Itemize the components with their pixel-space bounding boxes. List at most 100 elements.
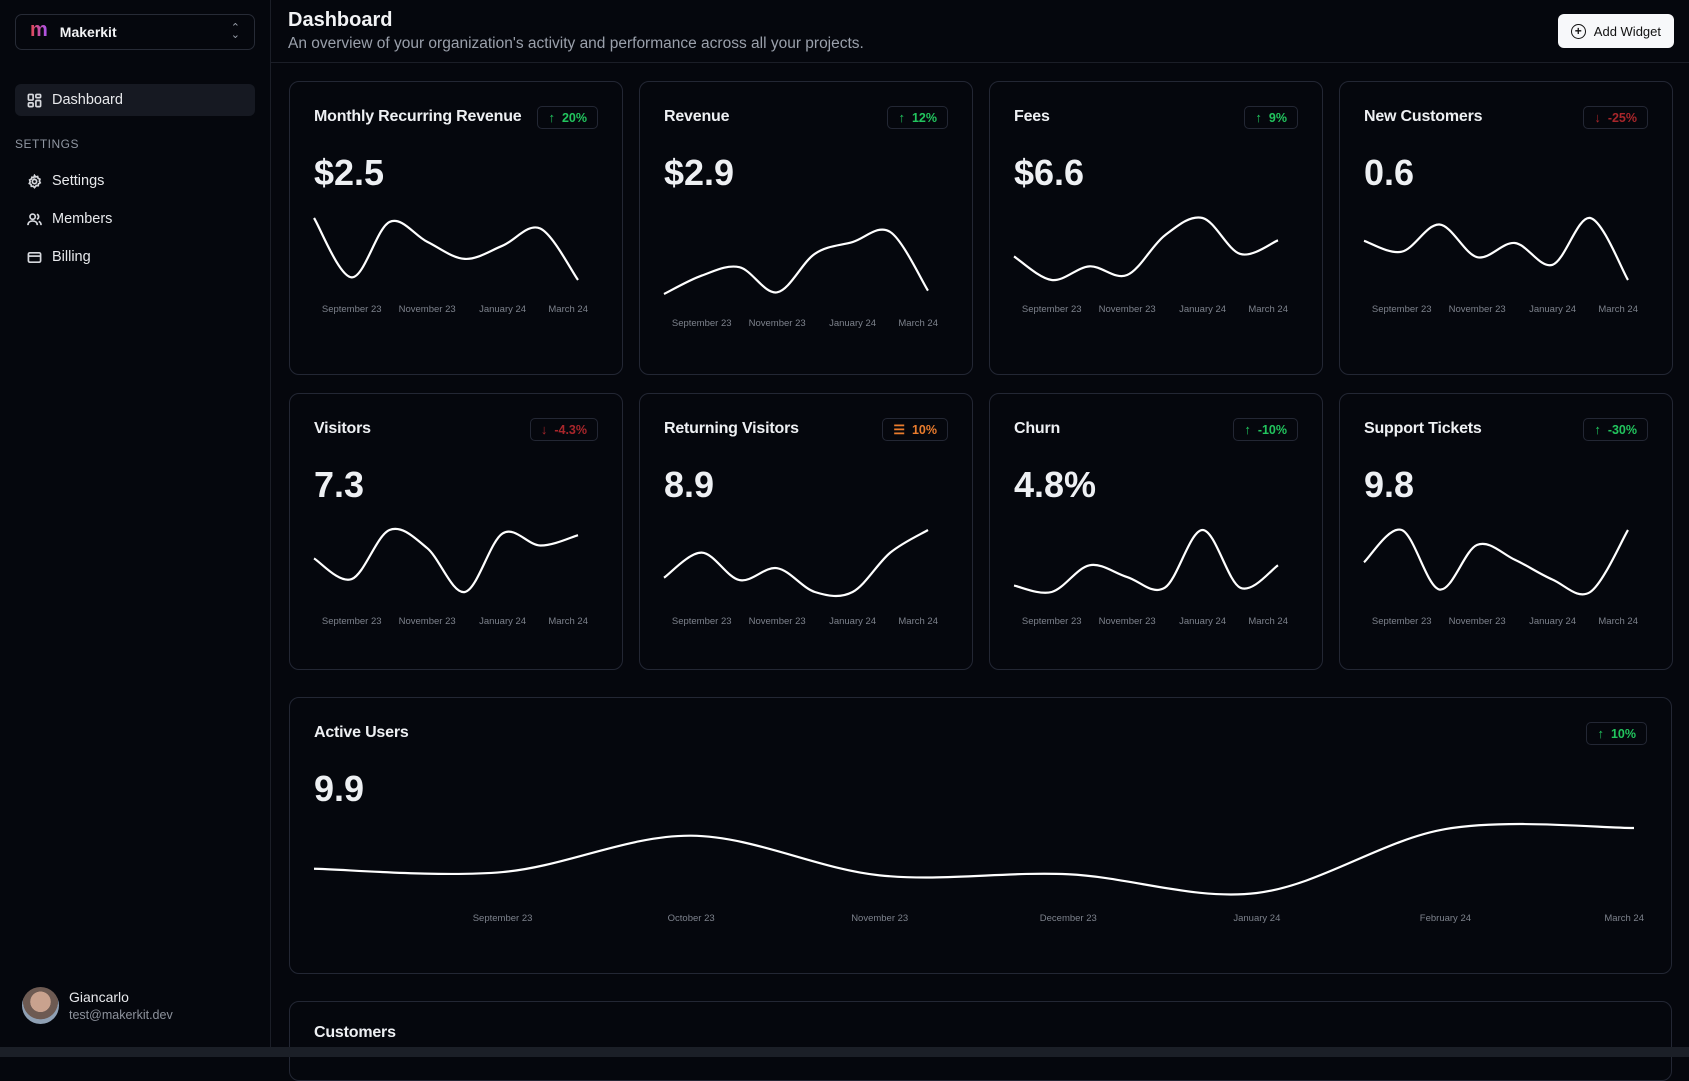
x-tick-label: September 23 bbox=[473, 913, 533, 924]
sparkline-chart: September 23 November 23 January 24 March 2… bbox=[313, 217, 588, 315]
x-tick-label: March 24 bbox=[548, 616, 588, 627]
x-tick-label: January 24 bbox=[829, 616, 876, 627]
x-tick-label: November 23 bbox=[399, 616, 456, 627]
arrow-up-icon: ↑ bbox=[1244, 422, 1251, 437]
card-title: Monthly Recurring Revenue bbox=[314, 108, 522, 125]
arrow-up-icon: ↑ bbox=[548, 110, 555, 125]
metric-card: New Customers ↓ -25% 0.6 September 23 Nove… bbox=[1339, 81, 1673, 375]
team-switcher[interactable]: m Makerkit ⌃ ⌄ bbox=[15, 14, 255, 50]
trend-badge: ↑ 10% bbox=[1586, 722, 1647, 745]
arrow-up-icon: ↑ bbox=[1597, 726, 1604, 741]
gear-icon bbox=[28, 173, 42, 189]
series-line bbox=[1363, 528, 1629, 596]
sidebar-item-label: Settings bbox=[52, 173, 105, 189]
x-tick-label: March 24 bbox=[1248, 304, 1288, 315]
card-title: Fees bbox=[1014, 108, 1050, 125]
page-subtitle: An overview of your organization's activ… bbox=[288, 35, 864, 52]
metric-card: Visitors ↓ -4.3% 7.3 September 23 November… bbox=[289, 393, 623, 670]
trend-value: -10% bbox=[1257, 422, 1287, 437]
x-tick-label: March 24 bbox=[898, 318, 938, 329]
sidebar-item-label: Members bbox=[52, 211, 113, 227]
series-line bbox=[1013, 216, 1279, 282]
x-tick-label: January 24 bbox=[829, 318, 876, 329]
metric-card: Churn ↑ -10% 4.8% September 23 November 23… bbox=[989, 393, 1323, 670]
x-tick-label: September 23 bbox=[322, 616, 382, 627]
bottom-bar bbox=[0, 1047, 1689, 1057]
card-value: 9.8 bbox=[1364, 464, 1415, 505]
credit-card-icon bbox=[27, 251, 42, 263]
sidebar-item-billing[interactable]: Billing bbox=[15, 241, 255, 273]
arrow-up-icon: ↑ bbox=[1255, 110, 1262, 125]
x-tick-label: March 24 bbox=[898, 616, 938, 627]
series-line bbox=[1013, 528, 1279, 594]
card-title: New Customers bbox=[1364, 108, 1483, 125]
card-value: 7.3 bbox=[314, 464, 365, 505]
card-value: $2.9 bbox=[664, 152, 735, 193]
avatar bbox=[22, 987, 59, 1024]
x-tick-label: January 24 bbox=[479, 304, 526, 315]
sparkline-chart: September 23 November 23 January 24 March 2… bbox=[663, 228, 938, 329]
sidebar-item-label: Dashboard bbox=[52, 92, 123, 108]
sparkline-chart: September 23 November 23 January 24 March 2… bbox=[1363, 216, 1638, 315]
x-tick-label: January 24 bbox=[1179, 304, 1226, 315]
card-title: Returning Visitors bbox=[664, 420, 799, 437]
series-line bbox=[663, 228, 929, 295]
add-widget-label: Add Widget bbox=[1593, 23, 1661, 39]
x-tick-label: September 23 bbox=[1372, 304, 1432, 315]
sidebar-item-label: Billing bbox=[52, 249, 91, 265]
x-tick-label: January 24 bbox=[1233, 913, 1280, 924]
active-users-chart: September 23 October 23 November 23 Decembe… bbox=[313, 822, 1644, 924]
add-widget-button[interactable]: + Add Widget bbox=[1557, 14, 1674, 48]
x-tick-label: September 23 bbox=[322, 304, 382, 315]
trend-badge: ↑ 20% bbox=[537, 106, 598, 129]
trend-value: 20% bbox=[561, 110, 587, 125]
x-tick-label: November 23 bbox=[1449, 616, 1506, 627]
user-name: Giancarlo bbox=[69, 989, 129, 1005]
active-users-card: Active Users ↑ 10% 9.9 September 23 Octobe… bbox=[289, 697, 1672, 974]
users-icon bbox=[27, 212, 42, 225]
arrow-down-icon: ↓ bbox=[540, 422, 548, 437]
x-tick-label: March 24 bbox=[1248, 616, 1288, 627]
card-value: 0.6 bbox=[1364, 152, 1415, 193]
x-tick-label: February 24 bbox=[1420, 913, 1471, 924]
x-tick-label: September 23 bbox=[1372, 616, 1432, 627]
sparkline-chart: September 23 November 23 January 24 March 2… bbox=[1013, 528, 1288, 627]
trend-badge: ↑ 12% bbox=[887, 106, 948, 129]
sidebar-item-members[interactable]: Members bbox=[15, 203, 255, 235]
trend-badge: ↓ -25% bbox=[1583, 106, 1648, 129]
trend-value: 9% bbox=[1268, 110, 1287, 125]
arrow-up-icon: ↑ bbox=[898, 110, 905, 125]
x-tick-label: January 24 bbox=[1179, 616, 1226, 627]
sidebar-item-dashboard[interactable]: Dashboard bbox=[15, 84, 255, 116]
x-tick-label: March 24 bbox=[1598, 304, 1638, 315]
card-title: Active Users bbox=[314, 724, 409, 741]
x-tick-label: November 23 bbox=[851, 913, 908, 924]
sparkline-chart: September 23 November 23 January 24 March 2… bbox=[1013, 216, 1288, 315]
makerkit-logo: m bbox=[30, 18, 48, 41]
metric-card: Revenue ↑ 12% $2.9 September 23 November 2… bbox=[639, 81, 973, 375]
sidebar-item-settings[interactable]: Settings bbox=[15, 165, 255, 197]
arrow-up-icon: ↑ bbox=[1594, 422, 1601, 437]
trend-value: 10% bbox=[1610, 726, 1636, 741]
sparkline-chart: September 23 November 23 January 24 March 2… bbox=[663, 529, 938, 627]
x-tick-label: March 24 bbox=[1604, 913, 1644, 924]
sparkline-chart: September 23 November 23 January 24 March 2… bbox=[313, 527, 588, 627]
card-title: Revenue bbox=[664, 108, 730, 125]
x-tick-label: November 23 bbox=[1099, 304, 1156, 315]
metric-card: Returning Visitors ☰ 10% 8.9 September 23… bbox=[639, 393, 973, 670]
x-tick-label: October 23 bbox=[668, 913, 715, 924]
team-name: Makerkit bbox=[59, 24, 117, 40]
user-menu[interactable]: Giancarlo test@makerkit.dev bbox=[22, 987, 173, 1024]
metric-card: Fees ↑ 9% $6.6 September 23 November 23 Jan… bbox=[989, 81, 1323, 375]
settings-section-label: SETTINGS bbox=[15, 137, 80, 151]
x-tick-label: September 23 bbox=[672, 616, 732, 627]
sidebar: m Makerkit ⌃ ⌄ Dashboard SETTINGS Setting… bbox=[0, 0, 271, 1047]
card-title: Support Tickets bbox=[1364, 420, 1482, 437]
series-line bbox=[1363, 216, 1629, 281]
card-title: Churn bbox=[1014, 420, 1061, 437]
plus-circle-icon: + bbox=[1570, 23, 1586, 39]
x-tick-label: December 23 bbox=[1040, 913, 1097, 924]
x-tick-label: March 24 bbox=[548, 304, 588, 315]
card-value: 8.9 bbox=[664, 464, 715, 505]
card-value: 9.9 bbox=[314, 768, 365, 809]
